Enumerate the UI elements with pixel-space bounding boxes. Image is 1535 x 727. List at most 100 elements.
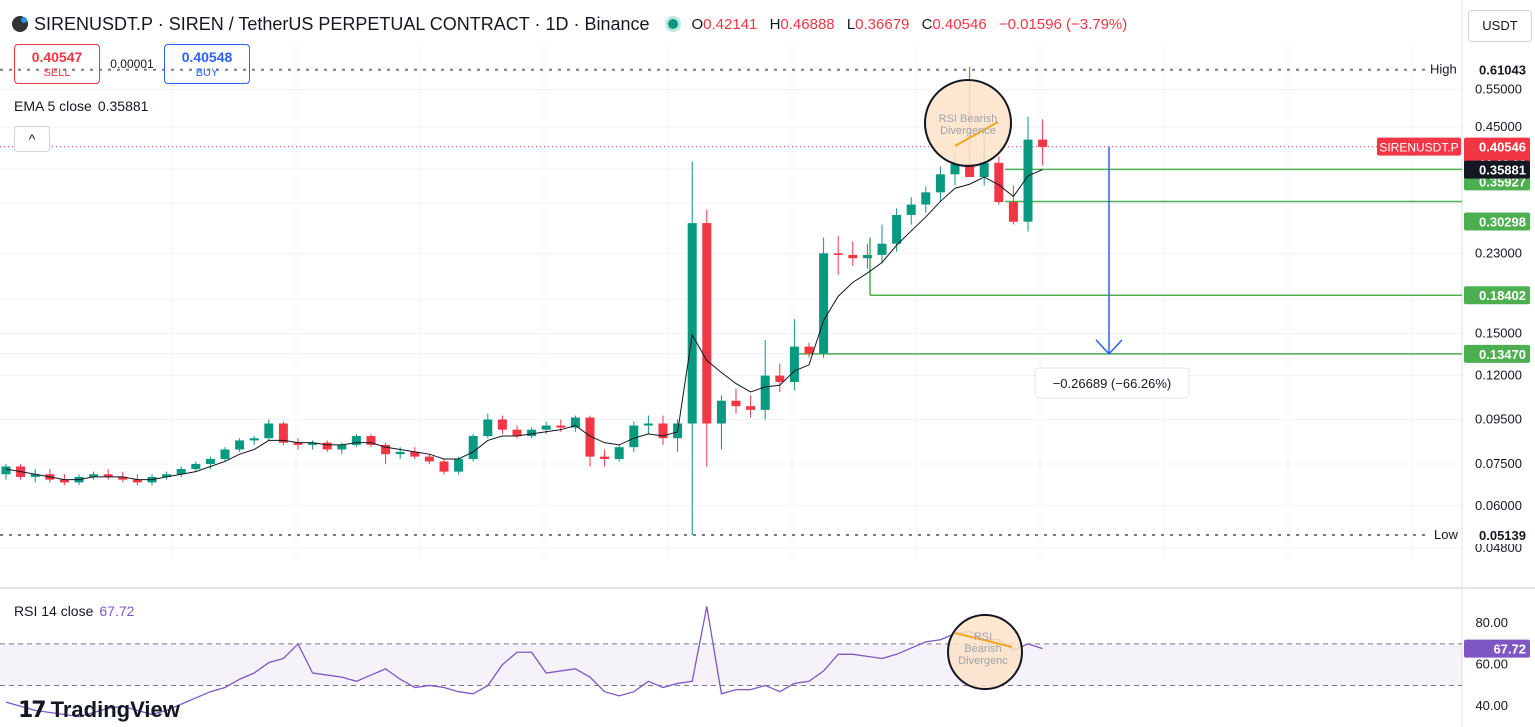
sell-label: SELL <box>43 67 71 79</box>
candle-body <box>366 436 376 445</box>
price-tick-label: 0.45000 <box>1475 119 1522 134</box>
candles <box>1 66 1048 535</box>
buy-button[interactable]: 0.40548 BUY <box>164 44 250 84</box>
candle-body <box>877 243 887 255</box>
candle-body <box>454 459 464 472</box>
candle-body <box>658 423 668 439</box>
price-grid <box>0 44 1462 560</box>
candle-body <box>439 461 449 472</box>
high-price-label: 0.61043 <box>1479 63 1526 78</box>
candle-body <box>1 466 11 475</box>
price-tick-label: 0.23000 <box>1475 245 1522 260</box>
candle-body <box>235 440 245 450</box>
candle-body <box>395 451 405 455</box>
candle-body <box>731 400 741 407</box>
low-price-label-bg <box>1464 526 1530 545</box>
open-value: 0.42141 <box>703 15 758 33</box>
symbol-header[interactable]: SIRENUSDT.P · SIREN / TetherUS PERPETUAL… <box>12 12 1135 36</box>
rsi-legend-value: 67.72 <box>99 603 135 619</box>
rsi-tick-label: 40.00 <box>1475 698 1508 713</box>
collapse-legend-button[interactable]: ^ <box>14 126 50 152</box>
candle-body <box>220 449 230 460</box>
last-price-label: 0.40546 <box>1479 140 1526 155</box>
candle-body <box>804 346 814 354</box>
candle-body <box>702 223 712 424</box>
annotation-text: RSI <box>974 631 992 643</box>
tradingview-mark-icon: 17 <box>18 697 47 723</box>
candle-body <box>789 346 799 382</box>
candle-body <box>205 459 215 464</box>
candle-body <box>979 162 989 178</box>
candle-body <box>337 444 347 450</box>
rsi-band <box>0 643 1462 686</box>
high-price-label-bg <box>1464 60 1530 79</box>
ema-legend[interactable]: EMA 5 close 0.35881 <box>14 98 148 114</box>
market-open-icon <box>667 19 678 29</box>
candle-body <box>921 192 931 205</box>
rsi-last-label-bg <box>1464 639 1530 658</box>
candle-body <box>848 254 858 259</box>
level-label-bg <box>1464 212 1530 231</box>
candle-body <box>322 442 332 450</box>
candle-body <box>103 474 113 477</box>
symbol-tag-bg <box>1377 137 1461 156</box>
price-tick-label: 0.06000 <box>1475 498 1522 513</box>
measure-arrowhead <box>1095 339 1123 355</box>
candle-body <box>351 436 361 445</box>
rsi-legend[interactable]: RSI 14 close 67.72 <box>14 603 134 619</box>
candle-body <box>556 425 566 428</box>
currency-selector[interactable]: USDT <box>1468 10 1532 42</box>
level-label-bg <box>1464 344 1530 363</box>
candle-body <box>775 375 785 382</box>
symbol-tag: SIRENUSDT.P <box>1379 141 1458 155</box>
candle-body <box>132 479 142 483</box>
candle-body <box>30 474 40 477</box>
candle-body <box>497 419 507 430</box>
candle-body <box>687 223 697 424</box>
annotation-text: Bearish <box>964 643 1001 655</box>
rsi-tick-label: 60.00 <box>1475 657 1508 672</box>
candle-body <box>1008 202 1018 222</box>
candle-body <box>308 442 318 445</box>
low-price-label: 0.05139 <box>1479 528 1526 543</box>
ema-legend-name: EMA 5 close <box>14 98 92 114</box>
candle-body <box>862 254 872 259</box>
candle-body <box>410 451 420 457</box>
measure-label-box <box>1034 367 1190 399</box>
price-tick-label: 0.55000 <box>1475 81 1522 96</box>
tradingview-logo[interactable]: 17 TradingView <box>18 697 180 723</box>
buy-label: BUY <box>195 67 219 79</box>
annotation-circle <box>947 614 1023 690</box>
rsi-tick-label: 80.00 <box>1475 615 1508 630</box>
candle-body <box>264 423 274 439</box>
buy-price: 0.40548 <box>181 49 233 65</box>
low-value: 0.36679 <box>855 15 910 33</box>
candle-body <box>293 442 303 445</box>
rsi-line <box>5 606 1043 718</box>
candle-body <box>278 423 288 443</box>
sell-button[interactable]: 0.40547 SELL <box>14 44 100 84</box>
price-tick-label: 0.09500 <box>1475 412 1522 427</box>
annotation-text: Divergence <box>940 125 996 137</box>
close-value: 0.40546 <box>932 15 987 33</box>
candle-body <box>89 474 99 477</box>
symbol-title[interactable]: SIRENUSDT.P · SIREN / TetherUS PERPETUAL… <box>34 13 650 34</box>
chevron-up-icon: ^ <box>28 131 36 147</box>
price-tick-label: 0.07500 <box>1475 456 1522 471</box>
siren-logo-icon <box>12 16 28 32</box>
rsi-legend-name: RSI 14 close <box>14 603 94 619</box>
candle-body <box>191 463 201 470</box>
trade-panel: 0.40547 SELL 0.00001 0.40548 BUY <box>14 44 250 84</box>
candle-body <box>541 425 551 430</box>
candle-body <box>249 438 259 441</box>
candle-body <box>614 447 624 460</box>
candle-body <box>585 417 595 457</box>
candle-body <box>906 204 916 215</box>
candle-body <box>746 406 756 410</box>
candle-body <box>950 163 960 175</box>
rsi-last-label: 67.72 <box>1493 642 1526 657</box>
candle-body <box>381 444 391 455</box>
